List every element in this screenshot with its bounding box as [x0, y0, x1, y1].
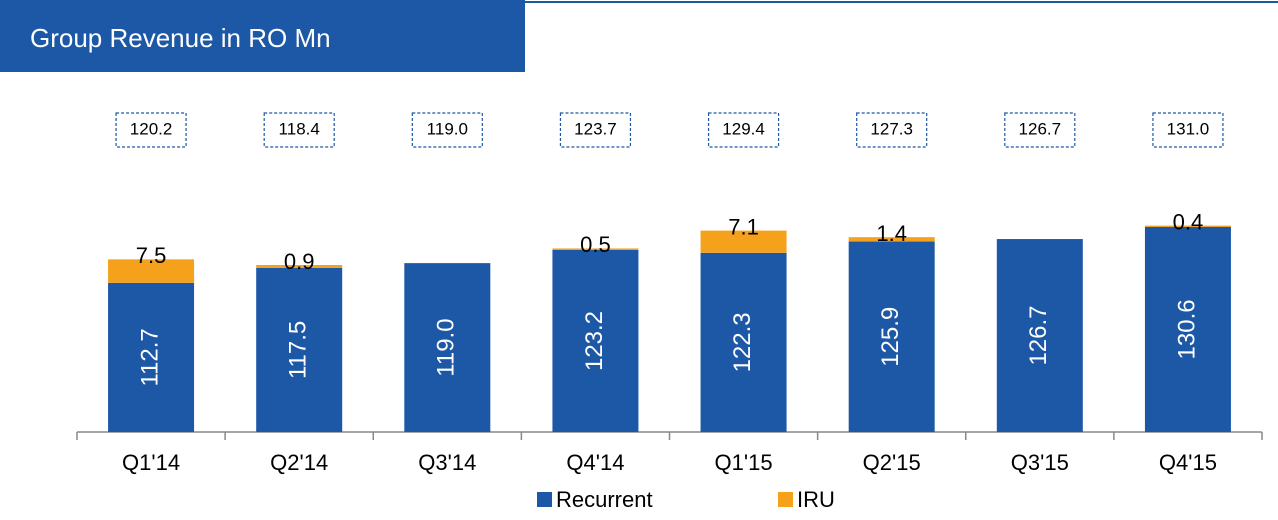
legend-label: IRU: [797, 487, 835, 512]
bar-value-label: 122.3: [729, 312, 756, 372]
bar-segment: [108, 282, 195, 432]
bar-segment: [700, 252, 787, 432]
bar-value-label: 119.0: [433, 318, 460, 376]
total-label: 120.2: [130, 119, 173, 138]
total-label: 127.3: [870, 119, 913, 138]
total-box: [263, 112, 335, 148]
total-box: [411, 112, 483, 148]
bar-segment: [108, 259, 195, 283]
bar-segment: [552, 248, 639, 250]
bar-segment: [848, 237, 935, 242]
total-box: [707, 112, 780, 148]
x-tick-label: Q3'14: [418, 450, 476, 475]
bar-segment: [996, 239, 1083, 432]
bar-segment: [256, 267, 343, 432]
bar-segment: [700, 230, 787, 253]
bar-value-label: 112.7: [136, 328, 163, 386]
legend-swatch: [778, 492, 793, 507]
bar-value-label: 130.6: [1173, 299, 1200, 359]
bar-segment: [848, 241, 935, 432]
legend-label: Recurrent: [556, 487, 653, 512]
total-label: 126.7: [1019, 119, 1062, 138]
chart-title: Group Revenue in RO Mn: [30, 23, 331, 53]
total-box: [856, 112, 928, 148]
total-label: 118.4: [279, 119, 320, 138]
bar-value-label: 0.9: [284, 249, 315, 274]
bar-value-label: 0.4: [1173, 209, 1204, 234]
bar-segment: [404, 263, 491, 432]
bar-segment: [1144, 226, 1231, 432]
bar-value-label: 126.7: [1025, 305, 1052, 365]
x-tick-label: Q1'14: [122, 450, 180, 475]
x-tick-label: Q2'14: [270, 450, 328, 475]
total-label: 119.0: [427, 119, 468, 138]
total-box: [559, 112, 632, 148]
x-tick-label: Q4'14: [566, 450, 624, 475]
bar-segment: [552, 249, 639, 432]
total-box: [1004, 112, 1076, 148]
x-tick-label: Q3'15: [1011, 450, 1069, 475]
bar-value-label: 123.2: [581, 311, 608, 371]
total-box: [115, 112, 187, 148]
bar-value-label: 7.1: [728, 214, 759, 239]
x-tick-label: Q1'15: [715, 450, 773, 475]
total-label: 129.4: [722, 119, 765, 138]
bar-value-label: 1.4: [876, 221, 907, 246]
bar-value-label: 0.5: [580, 232, 611, 257]
bar-segment: [256, 265, 343, 268]
bar-value-label: 125.9: [877, 307, 904, 367]
bar-segment: [1144, 225, 1231, 227]
bar-value-label: 7.5: [136, 243, 167, 268]
x-tick-label: Q4'15: [1159, 450, 1217, 475]
bar-value-label: 117.5: [285, 321, 312, 379]
total-box: [1152, 112, 1224, 148]
x-tick-label: Q2'15: [863, 450, 921, 475]
header-bar: [0, 0, 525, 72]
legend-swatch: [537, 492, 552, 507]
total-label: 131.0: [1167, 119, 1210, 138]
total-label: 123.7: [574, 119, 617, 138]
